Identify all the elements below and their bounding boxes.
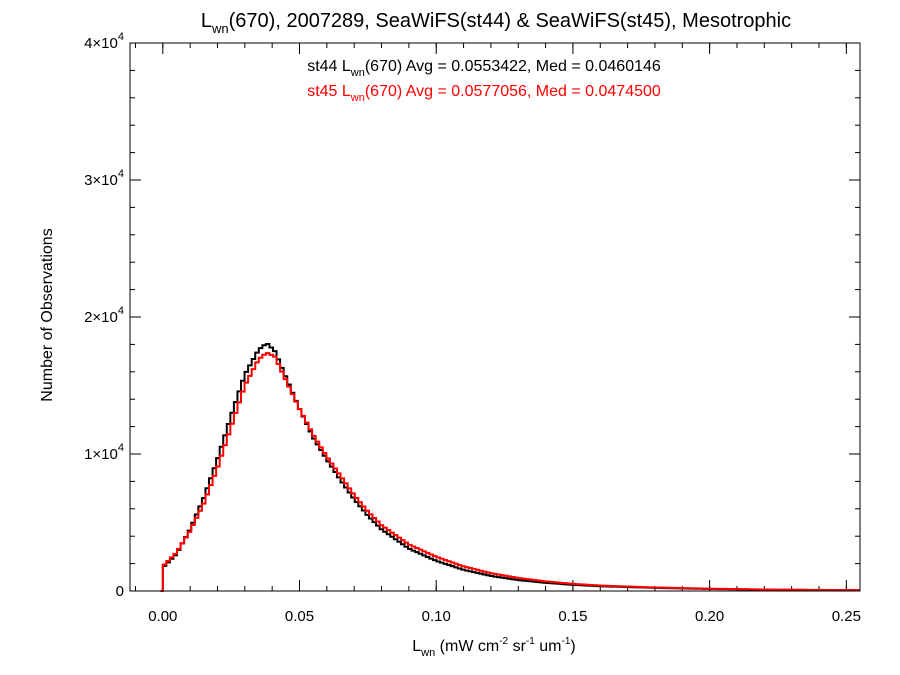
chart-title: Lwn(670), 2007289, SeaWiFS(st44) & SeaWi… [201, 10, 791, 36]
y-tick-label: 1×104 [84, 442, 124, 463]
y-axis-label: Number of Observations [39, 228, 56, 401]
x-tick-label: 0.25 [832, 608, 861, 625]
axis-ticks: 0.00 0.05 0.10 0.15 0.20 0.25 0 1×104 2×104 3×104… [84, 31, 861, 625]
x-tick-label: 0.15 [558, 608, 587, 625]
y-tick-label: 3×104 [84, 168, 124, 189]
y-tick-label: 0 [116, 583, 124, 600]
series-lines [160, 342, 861, 592]
legend-entry-st45: st45 Lwn(670) Avg = 0.0577056, Med = 0.0… [307, 83, 661, 104]
plot-frame [129, 42, 861, 592]
x-tick-label: 0.00 [148, 608, 177, 625]
x-tick-label: 0.10 [422, 608, 451, 625]
x-tick-label: 0.05 [285, 608, 314, 625]
x-tick-label: 0.20 [695, 608, 724, 625]
y-tick-label: 4×104 [84, 31, 124, 52]
series-line-st45 [160, 352, 861, 592]
y-tick-label: 2×104 [84, 305, 124, 326]
legend-entry-st44: st44 Lwn(670) Avg = 0.0553422, Med = 0.0… [307, 58, 661, 79]
x-axis-label: Lwn (mW cm-2 sr-1 um-1) [412, 636, 575, 659]
